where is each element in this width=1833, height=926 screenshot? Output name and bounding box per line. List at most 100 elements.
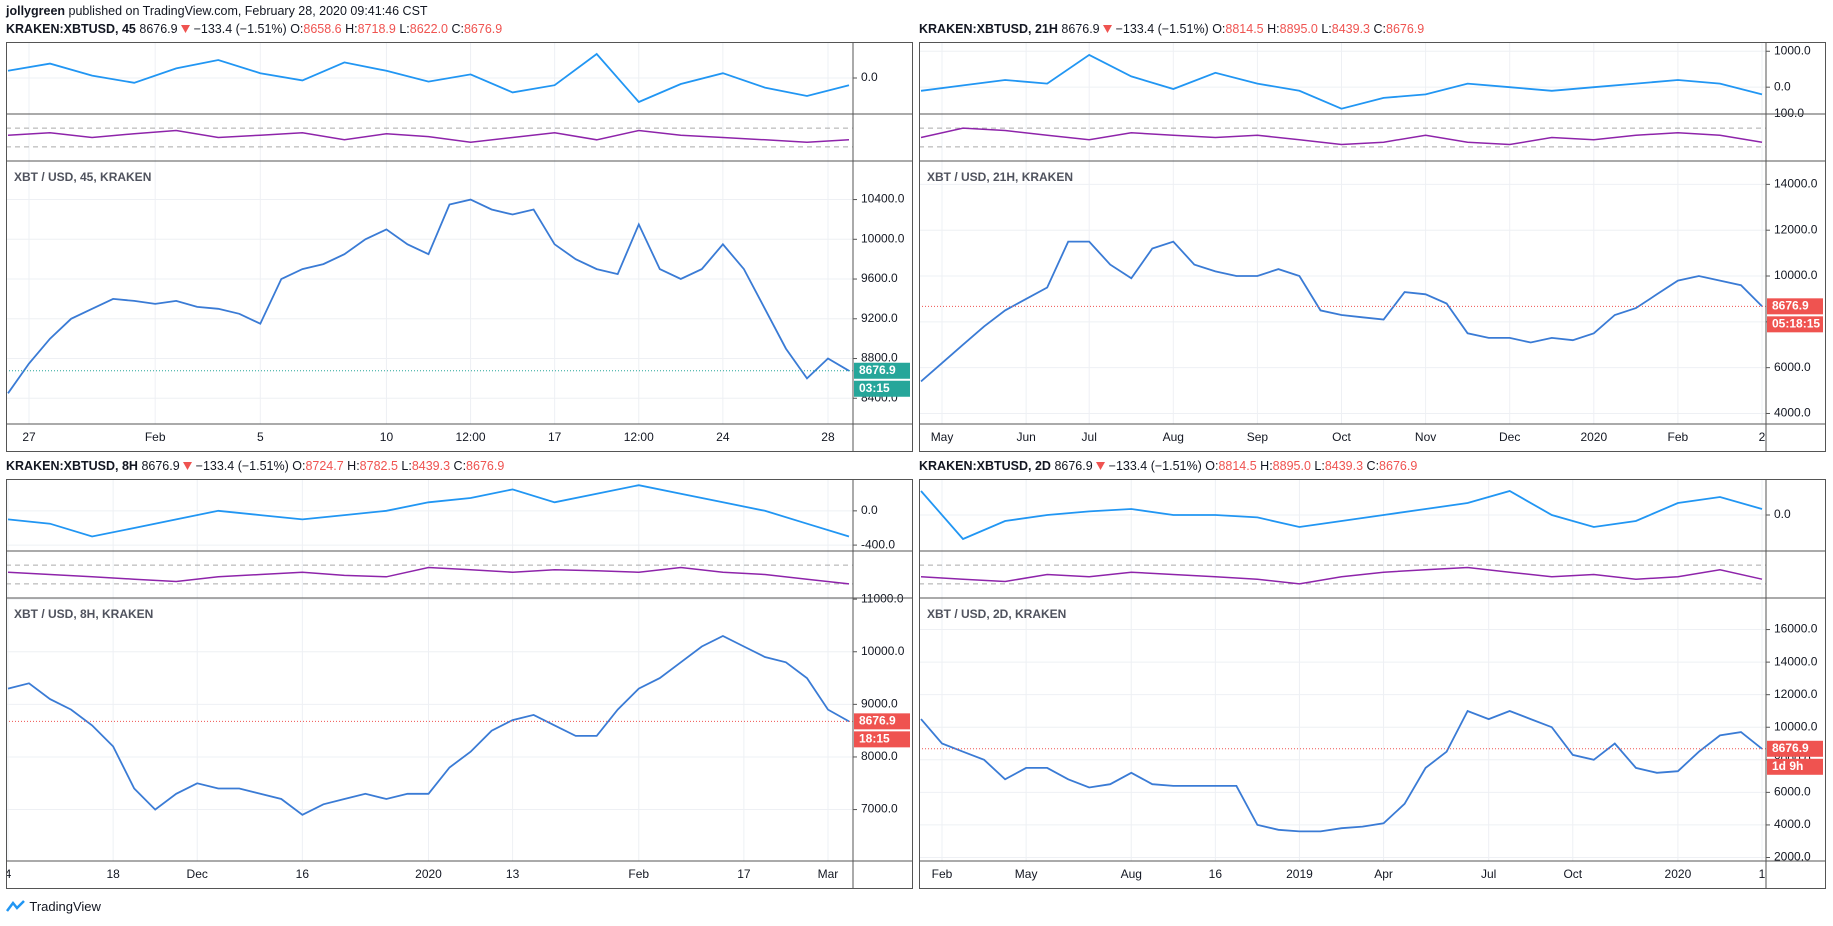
x-tick-label: Apr — [1374, 867, 1393, 881]
price-tag-label: 8676.9 — [1772, 299, 1809, 313]
arrow-shape — [1103, 25, 1113, 33]
y-tick-label: 16000.0 — [1774, 622, 1818, 636]
ohlc-label: C: — [451, 22, 464, 36]
x-tick-label: Oct — [1332, 430, 1351, 444]
ohlc-value: 8439.3 — [1331, 22, 1371, 36]
x-tick-label: 1 — [1759, 867, 1766, 881]
timer-label: 18:15 — [859, 732, 890, 746]
footer: TradingView — [6, 899, 101, 914]
price: 8676.9 — [139, 22, 178, 36]
timer-tag — [1767, 316, 1823, 333]
x-tick-label: Feb — [1668, 430, 1689, 444]
timer-label: 05:18:15 — [1772, 317, 1820, 331]
symbol: KRAKEN:XBTUSD, 21H — [919, 22, 1058, 36]
x-tick-label: Dec — [1499, 430, 1520, 444]
y-tick-label: 10000.0 — [1774, 268, 1818, 282]
ohlc-value: 8658.6 — [303, 22, 342, 36]
x-tick-label: 16 — [296, 867, 310, 881]
chart-panel: May Jun Jul Aug Sep Oct Nov Dec 2020 Feb 2 4000.0 60… — [919, 42, 1826, 452]
x-tick-label: 17 — [548, 430, 562, 444]
price-tag — [854, 362, 910, 379]
ohlc-value: 8676.9 — [1379, 459, 1418, 473]
y-tick-label: 0.0 — [861, 503, 878, 517]
x-tick-label: Feb — [932, 867, 953, 881]
y-tick-label: 8800.0 — [861, 351, 898, 365]
frame — [6, 42, 913, 452]
y-tick-label: 14000.0 — [1774, 654, 1818, 668]
chart-panel: 4 18 Dec 16 2020 13 Feb 17 Mar 7000.0 8000.0 9000.0… — [6, 479, 913, 889]
y-tick-label: -400.0 — [861, 537, 895, 551]
change: −133.4 (−1.51%) — [1108, 459, 1202, 473]
y-tick-label: 0.0 — [861, 70, 878, 84]
down-arrow — [183, 462, 193, 470]
timer-tag — [854, 380, 910, 397]
x-tick-label: Sep — [1247, 430, 1269, 444]
x-tick-label: 12:00 — [456, 430, 486, 444]
y-tick-label: 100.0 — [1774, 106, 1804, 120]
chart-title: XBT / USD, 21H, KRAKEN — [927, 170, 1073, 184]
timer-label: 03:15 — [859, 381, 890, 395]
x-tick-label: 2020 — [415, 867, 442, 881]
ohlc-label: C: — [453, 459, 467, 473]
published: published on TradingView.com, February 2… — [68, 4, 428, 18]
price: 8676.9 — [1054, 459, 1093, 473]
x-tick-label: May — [931, 430, 954, 444]
price-line — [7, 198, 850, 394]
down-arrow — [181, 25, 191, 33]
x-tick-label: Aug — [1163, 430, 1184, 444]
y-tick-label: 0.0 — [1774, 79, 1791, 93]
ohlc-value: 8814.5 — [1218, 459, 1257, 473]
y-tick-label: 8000.0 — [861, 749, 898, 763]
ohlc-value: 8782.5 — [359, 459, 398, 473]
ohlc-value: 8676.9 — [466, 459, 505, 473]
author: jollygreen — [6, 4, 66, 18]
macd-line — [920, 53, 1763, 110]
y-tick-label: 7000.0 — [861, 802, 898, 816]
price-tag — [1767, 740, 1823, 757]
price-tag-label: 8676.9 — [859, 363, 896, 377]
ohlc-value: 8439.3 — [411, 459, 451, 473]
price-line — [7, 634, 850, 816]
arrow-shape — [183, 462, 193, 470]
rsi-line — [920, 127, 1763, 146]
panel-header: KRAKEN:XBTUSD, 21H 8676.9 −133.4 (−1.51%… — [919, 22, 1424, 36]
y-tick-label: 0.0 — [1774, 507, 1791, 521]
x-tick-label: Mar — [818, 867, 839, 881]
timer-label: 1d 9h — [1772, 759, 1803, 773]
brand: TradingView — [29, 899, 101, 914]
ohlc-label: L: — [1314, 459, 1325, 473]
change: −133.4 (−1.51%) — [193, 22, 287, 36]
timer-tag — [854, 731, 910, 748]
change: −133.4 (−1.51%) — [195, 459, 289, 473]
panel-header: KRAKEN:XBTUSD, 2D 8676.9 −133.4 (−1.51%)… — [919, 459, 1417, 473]
ohlc-value: 8814.5 — [1225, 22, 1264, 36]
x-tick-label: 18 — [106, 867, 120, 881]
down-arrow — [1096, 462, 1106, 470]
price-tag-label: 8676.9 — [1772, 741, 1809, 755]
symbol: KRAKEN:XBTUSD, 8H — [6, 459, 138, 473]
symbol: KRAKEN:XBTUSD, 2D — [919, 459, 1051, 473]
ohlc-value: 8676.9 — [463, 22, 503, 36]
x-tick-label: 2019 — [1286, 867, 1313, 881]
byline: jollygreen published on TradingView.com,… — [6, 4, 428, 18]
y-tick-label: 6000.0 — [1774, 360, 1811, 374]
y-tick-label: 6000.0 — [1774, 785, 1811, 799]
price: 8676.9 — [1061, 22, 1100, 36]
x-tick-label: 28 — [821, 430, 835, 444]
frame — [919, 479, 1826, 889]
arrow-shape — [181, 25, 191, 33]
ohlc-value: 8622.0 — [409, 22, 448, 36]
x-tick-label: Feb — [628, 867, 649, 881]
y-tick-label: 9600.0 — [861, 271, 898, 285]
arrow-shape — [1096, 462, 1106, 470]
x-tick-label: May — [1015, 867, 1038, 881]
x-tick-label: 4 — [6, 867, 12, 881]
rsi-line — [7, 566, 850, 585]
y-tick-label: 14000.0 — [1774, 177, 1818, 191]
macd-line — [7, 484, 850, 538]
y-tick-label: 10000.0 — [1774, 719, 1818, 733]
timer-tag — [1767, 758, 1823, 775]
y-tick-label: 4000.0 — [1774, 406, 1811, 420]
frame — [6, 479, 913, 889]
